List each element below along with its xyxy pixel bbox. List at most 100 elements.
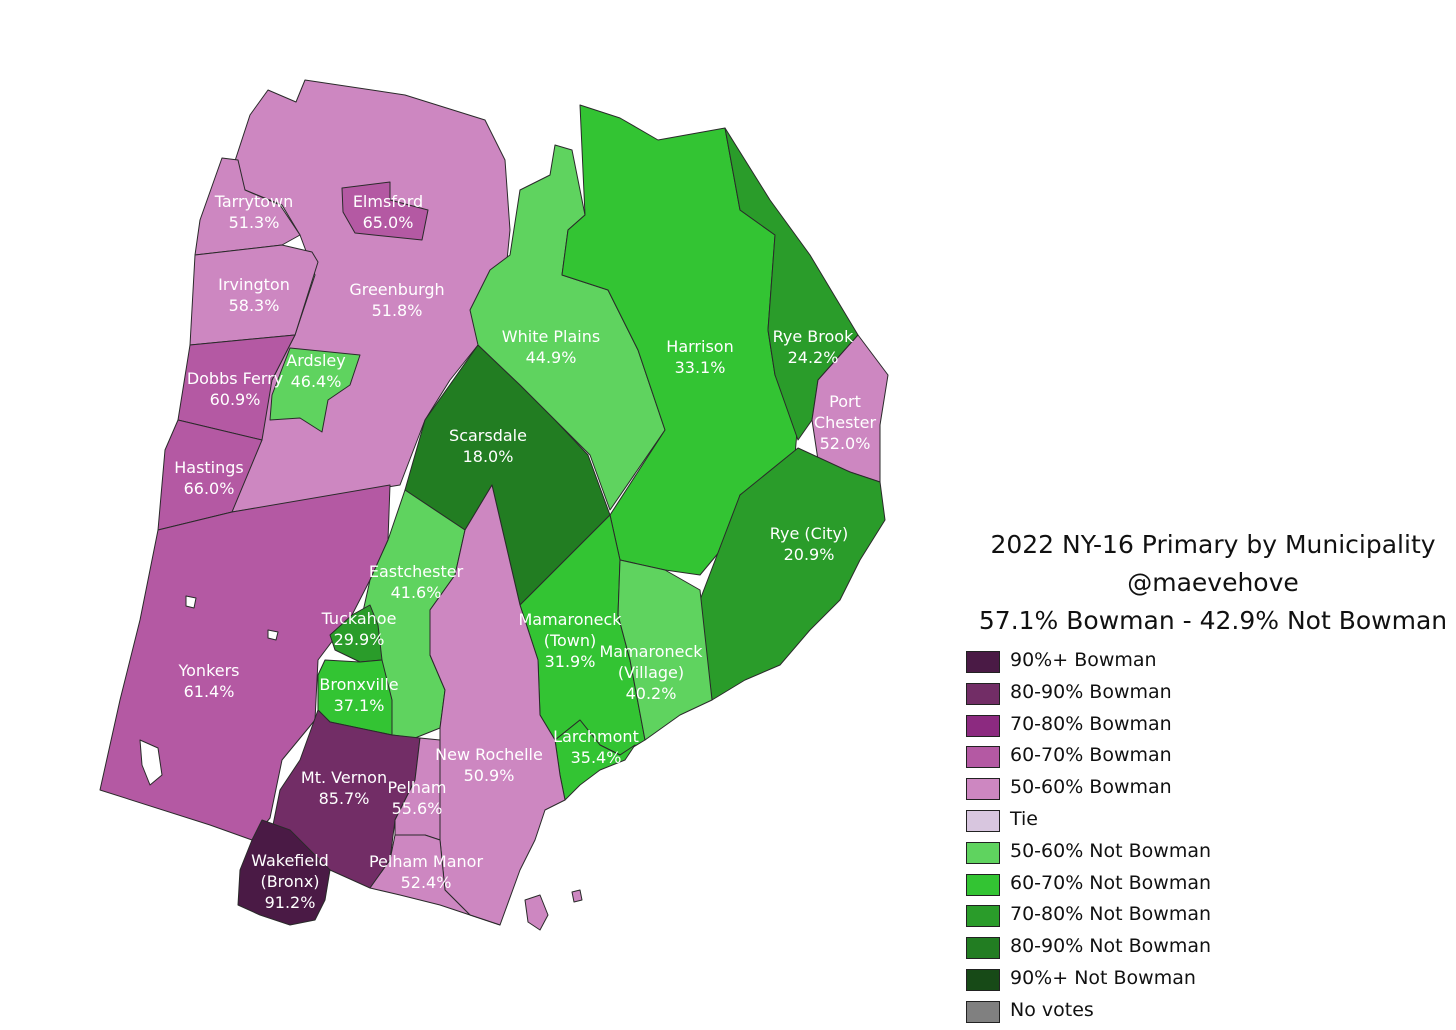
label-name: Rye (City) — [769, 524, 849, 543]
legend-swatch — [966, 905, 1000, 928]
region-pelham-manor[interactable] — [369, 834, 501, 926]
region-yonkers[interactable] — [99, 484, 391, 841]
legend-label: 70-80% Bowman — [1010, 712, 1172, 735]
label-harrison: Harrison 33.1% — [666, 336, 733, 378]
label-name: Scarsdale — [449, 426, 527, 445]
label-dobbs-ferry: Dobbs Ferry 60.9% — [187, 368, 283, 410]
label-name: Pelham Manor — [368, 852, 484, 871]
label-value: 85.7% — [318, 789, 370, 808]
legend-swatch — [966, 841, 1000, 864]
label-name: Pelham — [387, 778, 447, 797]
label-mamaroneck-town: Mamaroneck (Town) 31.9% — [518, 609, 621, 672]
map-author: @maevehove — [1127, 568, 1299, 597]
label-name: Tuckahoe — [321, 609, 397, 628]
label-mt-vernon: Mt. Vernon 85.7% — [301, 767, 387, 809]
label-name: Elmsford — [352, 192, 424, 211]
legend-label: Tie — [1010, 807, 1038, 830]
legend-swatch — [966, 968, 1000, 991]
legend-swatch — [966, 714, 1000, 737]
label-white-plains: White Plains 44.9% — [502, 326, 600, 368]
region-ardsley[interactable] — [269, 347, 361, 433]
label-eastchester: Eastchester 41.6% — [369, 561, 463, 603]
label-name: Mamaroneck (Village) — [599, 642, 703, 682]
label-value: 65.0% — [362, 213, 414, 232]
region-dobbs-ferry[interactable] — [177, 334, 296, 441]
label-value: 55.6% — [391, 799, 443, 818]
region-rye-brook[interactable] — [724, 127, 859, 441]
label-value: 41.6% — [390, 583, 442, 602]
label-pelham: Pelham 55.6% — [388, 777, 447, 819]
label-value: 44.9% — [525, 348, 577, 367]
region-mamaroneck-village[interactable] — [617, 559, 713, 741]
label-name: New Rochelle — [435, 745, 543, 764]
label-new-rochelle: New Rochelle 50.9% — [435, 744, 543, 786]
label-name: Port Chester — [813, 392, 877, 432]
legend-swatch — [966, 651, 1000, 673]
label-name: Ardsley — [286, 351, 346, 370]
lake — [267, 629, 279, 641]
legend-label: 50-60% Bowman — [1010, 776, 1172, 799]
label-value: 66.0% — [183, 479, 235, 498]
legend-swatch — [966, 937, 1000, 960]
legend-label: 60-70% Not Bowman — [1010, 871, 1212, 894]
label-ardsley: Ardsley 46.4% — [286, 350, 346, 392]
choropleth-map — [99, 79, 889, 931]
legend-label: 90%+ Bowman — [1010, 649, 1157, 671]
label-scarsdale: Scarsdale 18.0% — [449, 425, 527, 467]
label-value: 46.4% — [290, 372, 342, 391]
legend-swatch — [966, 873, 1000, 896]
label-value: 52.4% — [400, 873, 452, 892]
label-value: 61.4% — [183, 682, 235, 701]
legend-label: 60-70% Bowman — [1010, 744, 1172, 767]
label-name: White Plains — [501, 327, 601, 346]
label-value: 31.9% — [544, 652, 596, 671]
lake — [139, 739, 163, 786]
label-tarrytown: Tarrytown 51.3% — [215, 191, 294, 233]
label-hastings: Hastings 66.0% — [174, 457, 244, 499]
legend-swatch — [966, 1000, 1000, 1023]
label-value: 33.1% — [674, 358, 726, 377]
label-value: 52.0% — [819, 434, 871, 453]
label-name: Mamaroneck (Town) — [518, 610, 622, 650]
legend-swatch — [966, 778, 1000, 801]
region-new-rochelle[interactable] — [429, 484, 566, 926]
label-port-chester: Port Chester 52.0% — [814, 391, 876, 454]
legend-label: 80-90% Bowman — [1010, 680, 1172, 703]
legend-swatch — [966, 682, 1000, 705]
label-value: 24.2% — [787, 348, 839, 367]
label-bronxville: Bronxville 37.1% — [319, 674, 398, 716]
legend-label: 70-80% Not Bowman — [1010, 903, 1212, 926]
label-greenburgh: Greenburgh 51.8% — [349, 279, 444, 321]
region-wakefield-bronx[interactable] — [237, 819, 331, 926]
region-elmsford[interactable] — [341, 181, 429, 241]
island — [524, 894, 549, 931]
label-name: Dobbs Ferry — [186, 369, 284, 388]
legend-swatch — [966, 746, 1000, 769]
legend-label: No votes — [1010, 998, 1094, 1021]
region-tarrytown[interactable] — [194, 157, 301, 256]
label-name: Wakefield (Bronx) — [251, 851, 329, 891]
island — [571, 889, 583, 903]
label-name: Mt. Vernon — [300, 768, 388, 787]
label-rye-brook: Rye Brook 24.2% — [773, 326, 854, 368]
label-value: 50.9% — [463, 766, 515, 785]
label-name: Yonkers — [178, 661, 240, 680]
label-name: Irvington — [218, 275, 290, 294]
label-name: Rye Brook — [772, 327, 854, 346]
map-summary: 57.1% Bowman - 42.9% Not Bowman — [978, 606, 1448, 635]
label-value: 51.8% — [371, 301, 423, 320]
label-value: 91.2% — [264, 893, 316, 912]
legend-swatch — [966, 809, 1000, 832]
label-value: 60.9% — [209, 390, 261, 409]
label-larchmont: Larchmont 35.4% — [553, 726, 639, 768]
legend-label: 50-60% Not Bowman — [1010, 839, 1212, 862]
legend-title-block: 2022 NY-16 Primary by Municipality @maev… — [970, 526, 1456, 640]
label-name: Greenburgh — [349, 280, 445, 299]
label-value: 40.2% — [625, 684, 677, 703]
label-irvington: Irvington 58.3% — [218, 274, 290, 316]
label-value: 29.9% — [333, 630, 385, 649]
lake — [185, 595, 197, 609]
label-yonkers: Yonkers 61.4% — [178, 660, 239, 702]
label-value: 58.3% — [228, 296, 280, 315]
label-value: 37.1% — [333, 696, 385, 715]
